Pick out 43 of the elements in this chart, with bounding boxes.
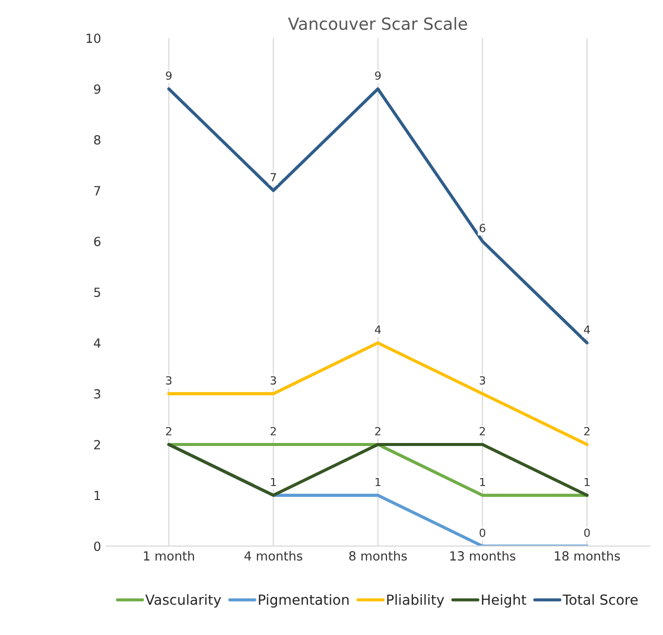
data-label: 3 (166, 376, 172, 385)
data-label: 9 (375, 71, 381, 80)
data-label: 1 (376, 478, 380, 486)
legend-label: Height (482, 594, 526, 608)
y-tick-label: 3 (94, 389, 100, 399)
data-label: 9 (166, 71, 172, 80)
line-series (167, 87, 589, 344)
data-label: 2 (166, 427, 172, 436)
data-label: 4 (584, 326, 590, 334)
data-label: 2 (584, 427, 590, 436)
y-tick-label: 2 (94, 440, 100, 450)
legend-label: Pliability (387, 594, 444, 608)
chart-title: Vancouver Scar Scale (288, 17, 468, 30)
data-label: 6 (480, 224, 486, 232)
y-tick-label: 10 (86, 34, 100, 44)
data-label: 4 (374, 326, 381, 334)
y-tick-label: 9 (94, 84, 100, 94)
x-tick-label: 8 months (349, 550, 407, 561)
x-tick-label: 18 months (554, 550, 620, 561)
data-label: 3 (270, 376, 276, 385)
legend-label: Total Score (562, 594, 638, 605)
x-tick-label: 4 months (244, 550, 302, 561)
legend-label: Pigmentation (258, 594, 349, 608)
data-label: 1 (271, 478, 276, 486)
data-label: 1 (584, 478, 590, 486)
data-label: 7 (270, 173, 276, 182)
data-label: 2 (375, 427, 380, 436)
data-label: 2 (480, 427, 485, 436)
data-label: 1 (480, 478, 485, 486)
y-tick-label: 8 (94, 135, 100, 145)
x-tick-label: 13 months (450, 550, 516, 561)
data-label: 3 (480, 376, 486, 385)
data-label: 2 (270, 427, 276, 436)
y-tick-label: 0 (94, 542, 100, 552)
y-tick-label: 1 (94, 490, 100, 500)
x-tick-label: 1 month (144, 550, 194, 561)
data-label: 0 (480, 528, 486, 538)
legend-label: Vascularity (145, 594, 222, 608)
y-tick-label: 6 (94, 236, 100, 246)
y-tick-label: 4 (94, 338, 101, 348)
y-tick-label: 5 (94, 288, 100, 298)
data-label: 0 (584, 528, 590, 538)
y-tick-label: 7 (94, 186, 100, 196)
